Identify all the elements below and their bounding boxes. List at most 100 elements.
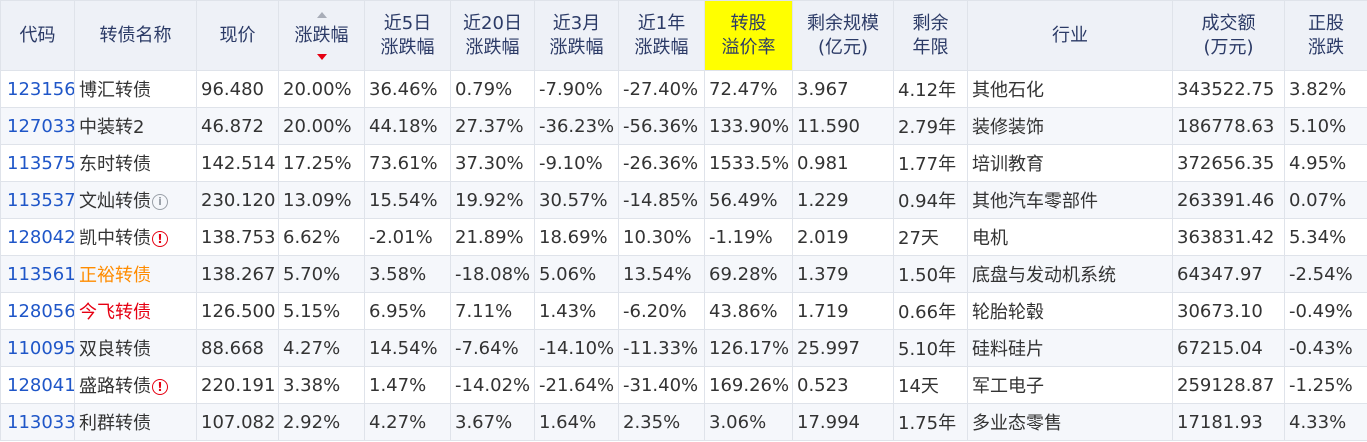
cell-code[interactable]: 128042	[0, 218, 75, 256]
cell-code[interactable]: 113561	[0, 255, 75, 293]
cell-chg20d: 7.11%	[450, 292, 535, 330]
cell-scale: 1.229	[792, 181, 894, 219]
header-stock-chg[interactable]: 正股 涨跌	[1284, 0, 1367, 71]
bond-code-link[interactable]: 113561	[7, 263, 75, 285]
bond-name-link[interactable]: 利群转债	[79, 413, 151, 434]
cell-turnover: 17181.93	[1172, 403, 1285, 441]
bond-name-link[interactable]: 博汇转债	[79, 80, 151, 101]
bond-code-link[interactable]: 110095	[7, 337, 75, 359]
cell-turnover: 30673.10	[1172, 292, 1285, 330]
bond-code-link[interactable]: 128042	[7, 226, 75, 248]
bond-name-link[interactable]: 双良转债	[79, 339, 151, 360]
cell-code[interactable]: 123156	[0, 70, 75, 108]
header-industry[interactable]: 行业	[967, 0, 1173, 71]
cell-code[interactable]: 128041	[0, 366, 75, 404]
table-row[interactable]: 113575 东时转债 142.514 17.25% 73.61% 37.30% -9.10…	[0, 144, 1367, 182]
bond-code-link[interactable]: 128056	[7, 300, 75, 322]
cell-code[interactable]: 127033	[0, 107, 75, 145]
bond-code-link[interactable]: 113575	[7, 152, 75, 174]
header-chg3m[interactable]: 近3月 涨跌幅	[534, 0, 619, 71]
table-row[interactable]: 128056 今飞转债 126.500 5.15% 6.95% 7.11% 1.43% -6.…	[0, 292, 1367, 330]
cell-code[interactable]: 113575	[0, 144, 75, 182]
cell-code[interactable]: 113537	[0, 181, 75, 219]
cell-premium: 169.26%	[704, 366, 793, 404]
cell-scale: 1.379	[792, 255, 894, 293]
bond-code-link[interactable]: 128041	[7, 374, 75, 396]
cell-turnover: 259128.87	[1172, 366, 1285, 404]
cell-change: 3.38%	[278, 366, 365, 404]
bond-name-link[interactable]: 东时转债	[79, 154, 151, 175]
cell-term: 14天	[893, 366, 968, 404]
cell-term: 5.10年	[893, 329, 968, 367]
cell-term: 4.12年	[893, 70, 968, 108]
cell-name[interactable]: 今飞转债	[74, 292, 197, 330]
bond-name-link[interactable]: 文灿转债	[79, 191, 151, 212]
table-row[interactable]: 123156 博汇转债 96.480 20.00% 36.46% 0.79% -7.90% -…	[0, 70, 1367, 108]
cell-code[interactable]: 110095	[0, 329, 75, 367]
cell-name[interactable]: 博汇转债	[74, 70, 197, 108]
info-icon[interactable]: i	[152, 194, 168, 210]
cell-term: 1.50年	[893, 255, 968, 293]
cell-price: 230.120	[196, 181, 279, 219]
cell-chg1y: -14.85%	[618, 181, 705, 219]
cell-name[interactable]: 利群转债	[74, 403, 197, 441]
table-row[interactable]: 127033 中装转2 46.872 20.00% 44.18% 27.37% -36.23…	[0, 107, 1367, 145]
bond-name-link[interactable]: 正裕转债	[79, 265, 151, 286]
table-row[interactable]: 128042 凯中转债! 138.753 6.62% -2.01% 21.89% 18.69…	[0, 218, 1367, 256]
cell-change: 5.70%	[278, 255, 365, 293]
cell-chg5d: -2.01%	[364, 218, 451, 256]
cell-chg3m: -7.90%	[534, 70, 619, 108]
header-chg1y-line1: 近1年	[637, 12, 686, 34]
cell-stock-chg: 5.10%	[1284, 107, 1367, 145]
cell-change: 4.27%	[278, 329, 365, 367]
bond-code-link[interactable]: 123156	[7, 78, 75, 100]
header-change[interactable]: 涨跌幅	[278, 0, 365, 71]
cell-name[interactable]: 双良转债	[74, 329, 197, 367]
table-row[interactable]: 110095 双良转债 88.668 4.27% 14.54% -7.64% -14.10%…	[0, 329, 1367, 367]
cell-scale: 17.994	[792, 403, 894, 441]
bond-code-link[interactable]: 127033	[7, 115, 75, 137]
cell-name[interactable]: 凯中转债!	[74, 218, 197, 256]
header-chg20d[interactable]: 近20日 涨跌幅	[450, 0, 535, 71]
bond-name-link[interactable]: 盛路转债	[79, 376, 151, 397]
bond-code-link[interactable]: 113537	[7, 189, 75, 211]
table-row[interactable]: 128041 盛路转债! 220.191 3.38% 1.47% -14.02% -21.6…	[0, 366, 1367, 404]
cell-name[interactable]: 中装转2	[74, 107, 197, 145]
table-row[interactable]: 113537 文灿转债 i 230.120 13.09% 15.54% 19.92% 30.5…	[0, 181, 1367, 219]
cell-premium: 126.17%	[704, 329, 793, 367]
cell-code[interactable]: 128056	[0, 292, 75, 330]
warning-icon[interactable]: !	[152, 379, 168, 395]
cell-code[interactable]: 113033	[0, 403, 75, 441]
cell-chg3m: 18.69%	[534, 218, 619, 256]
header-term[interactable]: 剩余 年限	[893, 0, 968, 71]
header-scale-line1: 剩余规模	[807, 12, 879, 34]
cell-industry: 轮胎轮毂	[967, 292, 1173, 330]
table-row[interactable]: 113561 正裕转债 138.267 5.70% 3.58% -18.08% 5.06% 1…	[0, 255, 1367, 293]
cell-name[interactable]: 正裕转债	[74, 255, 197, 293]
header-turnover[interactable]: 成交额 (万元)	[1172, 0, 1285, 71]
warning-icon[interactable]: !	[152, 231, 168, 247]
cell-stock-chg: -2.54%	[1284, 255, 1367, 293]
cell-chg1y: -27.40%	[618, 70, 705, 108]
header-premium[interactable]: 转股 溢价率	[704, 0, 793, 71]
bond-name-link[interactable]: 凯中转债	[79, 228, 151, 249]
cell-premium: 56.49%	[704, 181, 793, 219]
header-chg5d[interactable]: 近5日 涨跌幅	[364, 0, 451, 71]
bond-name-link[interactable]: 中装转2	[79, 117, 145, 138]
cell-premium: 43.86%	[704, 292, 793, 330]
cell-chg20d: -18.08%	[450, 255, 535, 293]
header-chg1y[interactable]: 近1年 涨跌幅	[618, 0, 705, 71]
bond-name-link[interactable]: 今飞转债	[79, 302, 151, 323]
header-scale[interactable]: 剩余规模 (亿元)	[792, 0, 894, 71]
cell-name[interactable]: 文灿转债 i	[74, 181, 197, 219]
cell-name[interactable]: 东时转债	[74, 144, 197, 182]
bond-code-link[interactable]: 113033	[7, 411, 75, 433]
header-industry-label: 行业	[1052, 24, 1088, 46]
header-scale-line2: (亿元)	[817, 36, 869, 58]
header-price[interactable]: 现价	[196, 0, 279, 71]
table-row[interactable]: 113033 利群转债 107.082 2.92% 4.27% 3.67% 1.64% 2.3…	[0, 403, 1367, 441]
header-name[interactable]: 转债名称	[74, 0, 197, 71]
header-code[interactable]: 代码	[0, 0, 75, 71]
cell-name[interactable]: 盛路转债!	[74, 366, 197, 404]
sort-desc-icon	[316, 53, 327, 60]
